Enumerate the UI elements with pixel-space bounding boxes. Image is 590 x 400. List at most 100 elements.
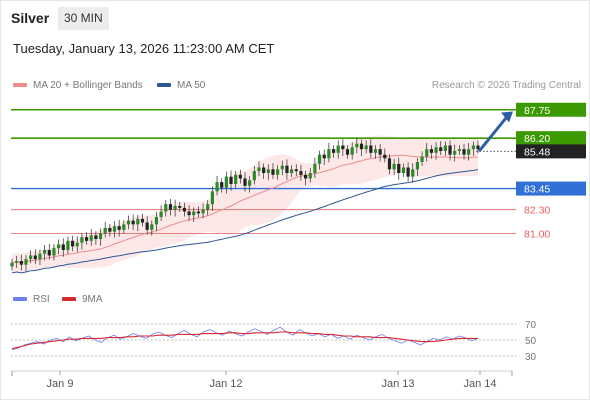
level-tag-85.48	[516, 144, 586, 159]
candle-body	[290, 169, 294, 173]
candle-body	[401, 167, 406, 173]
candle-body	[52, 248, 56, 256]
candles-group	[10, 137, 480, 272]
candle-body	[182, 207, 187, 212]
level-tag-87.75	[516, 102, 586, 117]
candle-body	[341, 145, 345, 150]
candle-body	[103, 228, 107, 234]
rsi-tick-label: 30	[525, 352, 537, 363]
legend-ma20: MA 20 + Bollinger Bands	[13, 80, 143, 91]
candle-body	[369, 145, 373, 153]
candle-body	[238, 174, 242, 179]
bollinger-band-area	[12, 135, 478, 272]
candle-body	[215, 182, 219, 192]
candle-body	[434, 147, 438, 153]
candle-body	[471, 145, 475, 150]
candle-body	[387, 158, 392, 170]
candle-body	[150, 224, 154, 230]
candle-body	[220, 182, 224, 188]
candle-body	[164, 204, 168, 212]
rsi-ma-swatch	[62, 297, 76, 302]
candle-body	[145, 222, 149, 230]
candle-body	[38, 253, 42, 260]
candle-body	[131, 220, 135, 225]
candle-body	[206, 204, 210, 210]
candle-body	[136, 218, 140, 225]
candle-body	[331, 149, 336, 153]
candle-body	[210, 191, 214, 205]
candle-body	[234, 174, 238, 184]
candle-body	[112, 226, 117, 232]
level-tag-83.45	[516, 181, 586, 196]
candle-body	[89, 235, 93, 241]
candle-body	[80, 237, 84, 243]
candle-body	[117, 226, 121, 230]
candle-body	[122, 224, 126, 230]
candle-body	[224, 176, 228, 188]
candle-body	[355, 143, 359, 148]
candle-body	[336, 145, 340, 153]
candle-body	[448, 145, 452, 155]
candle-body	[229, 176, 233, 184]
candle-body	[252, 171, 256, 181]
candle-body	[364, 145, 368, 150]
candle-body	[94, 235, 98, 239]
candle-body	[443, 145, 447, 151]
candle-body	[262, 167, 266, 173]
candle-body	[192, 211, 196, 216]
legend-ma50: MA 50	[157, 80, 205, 91]
candle-body	[159, 211, 163, 217]
candle-body	[201, 209, 205, 214]
candle-body	[373, 149, 378, 153]
legend-rsi-label: RSI	[33, 294, 50, 305]
candle-body	[57, 244, 61, 249]
candle-body	[345, 149, 350, 155]
research-credit: Research © 2026 Trading Central	[431, 80, 581, 91]
candle-body	[108, 228, 112, 232]
candle-body	[75, 242, 79, 247]
projection-arrow-head	[501, 111, 513, 123]
candle-body	[276, 169, 280, 175]
candle-body	[429, 149, 433, 153]
candle-body	[383, 154, 387, 159]
ma20-swatch	[13, 83, 27, 88]
candle-body	[392, 163, 396, 170]
chart-datetime: Tuesday, January 13, 2026 11:23:00 AM CE…	[13, 41, 275, 56]
level-label-81.00: 81.00	[524, 229, 550, 241]
candle-body	[66, 240, 70, 250]
candle-body	[420, 156, 424, 162]
candle-body	[98, 233, 103, 239]
candle-body	[280, 165, 284, 170]
candle-body	[266, 169, 270, 173]
timeframe-button[interactable]: 30 MIN	[58, 7, 109, 30]
candle-body	[70, 240, 75, 247]
candle-body	[406, 167, 410, 177]
candle-body	[303, 174, 308, 179]
level-label-83.45: 83.45	[524, 184, 550, 196]
candle-body	[29, 255, 33, 260]
candle-body	[248, 180, 252, 186]
candle-body	[317, 154, 322, 164]
candle-body	[299, 171, 303, 175]
candle-body	[415, 162, 420, 170]
candle-body	[425, 149, 429, 157]
candle-body	[47, 250, 51, 256]
candle-body	[168, 204, 173, 210]
projection-arrow-shaft	[478, 114, 510, 152]
level-label-86.20: 86.20	[524, 133, 550, 145]
rsi-ma-line	[11, 331, 478, 350]
candle-body	[439, 147, 443, 151]
candle-body	[154, 217, 159, 225]
candle-body	[397, 163, 401, 173]
candle-body	[359, 143, 364, 150]
candle-body	[453, 151, 457, 155]
candle-body	[19, 261, 23, 265]
candle-body	[196, 211, 200, 214]
legend-rsi-ma: 9MA	[62, 294, 103, 305]
level-tag-86.20	[516, 131, 586, 146]
candle-body	[43, 250, 47, 254]
rsi-swatch	[13, 297, 27, 302]
candle-body	[285, 165, 289, 173]
candle-body	[308, 173, 312, 179]
